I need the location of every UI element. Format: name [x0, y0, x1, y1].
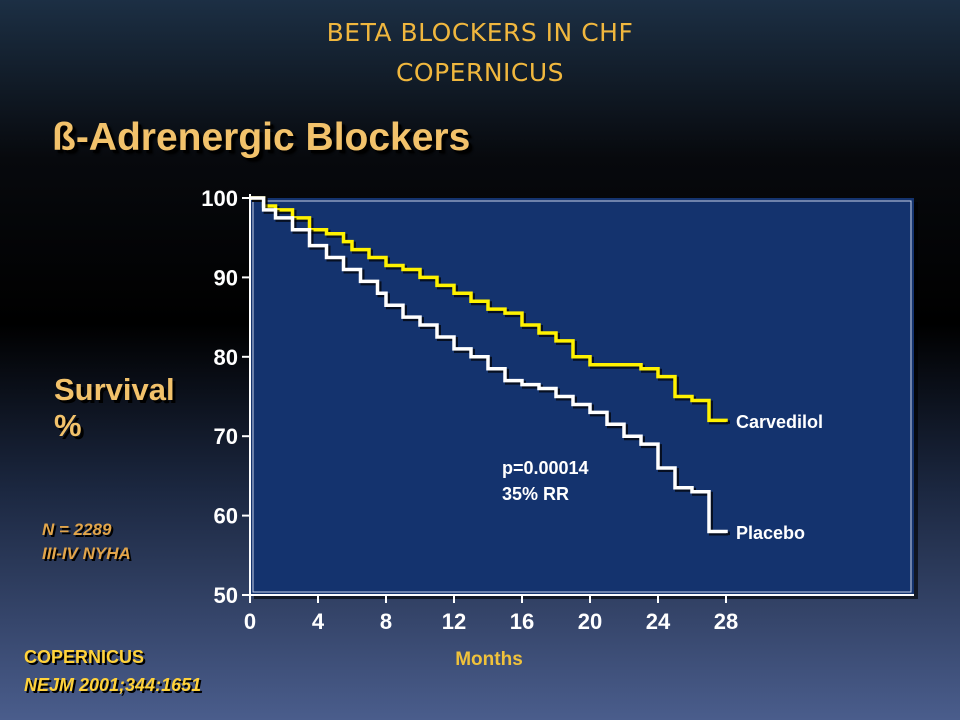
series-line-carvedilol: [250, 196, 728, 423]
series-shadow-placebo: [252, 198, 730, 536]
risk-reduction-annotation: 35% RR: [502, 484, 569, 504]
slide-subtitle: ß-Adrenergic Blockers: [52, 116, 471, 159]
y-axis-title-line1: Survival: [54, 372, 175, 407]
x-tick-label: 28: [714, 609, 738, 634]
plot-area: [250, 198, 914, 595]
x-tick-label: 20: [578, 609, 602, 634]
x-tick-label: 4: [312, 609, 325, 634]
series-line-placebo: [250, 196, 728, 534]
series-label-placebo: Placebo: [736, 523, 805, 543]
x-tick-label: 8: [380, 609, 392, 634]
x-tick-label: 16: [510, 609, 534, 634]
slide-title: BETA BLOCKERS IN CHF: [326, 18, 634, 47]
slide-title-study: COPERNICUS: [395, 58, 565, 87]
y-tick-label: 90: [214, 265, 238, 290]
p-value-annotation: p=0.00014: [502, 458, 589, 478]
x-axis-label: Months: [455, 649, 523, 670]
y-axis-title-line2: %: [54, 408, 82, 443]
y-tick-label: 70: [214, 424, 238, 449]
y-tick-label: 100: [201, 186, 238, 211]
y-tick-label: 50: [214, 583, 238, 608]
y-tick-label: 80: [214, 345, 238, 370]
source-study: COPERNICUS: [24, 647, 145, 667]
plot-inner-border: [252, 200, 912, 593]
sample-size-note: N = 2289: [42, 520, 112, 539]
x-tick-label: 24: [646, 609, 671, 634]
x-tick-label: 0: [244, 609, 256, 634]
y-tick-label: 60: [214, 504, 238, 529]
nyha-class-note: III-IV NYHA: [42, 544, 131, 563]
y-axis-title: Survival %: [54, 372, 175, 444]
series-label-carvedilol: Carvedilol: [736, 412, 823, 432]
x-tick-label: 12: [442, 609, 466, 634]
source-citation: NEJM 2001;344:1651: [24, 675, 202, 695]
